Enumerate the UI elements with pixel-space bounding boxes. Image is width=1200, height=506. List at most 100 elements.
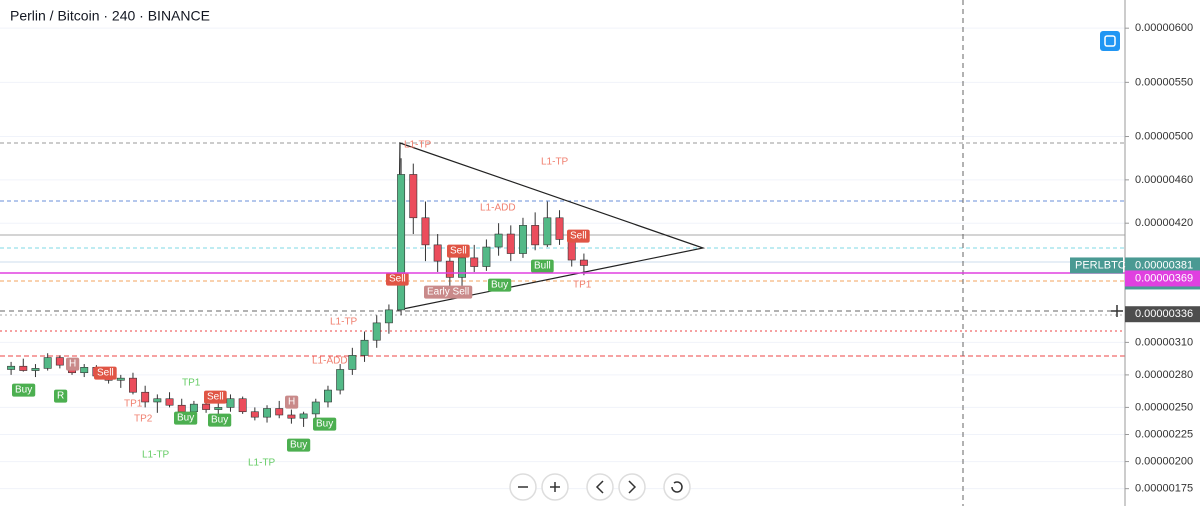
candle-body — [19, 365, 28, 371]
signal-label: TP1 — [182, 378, 201, 389]
scroll-right-button[interactable] — [618, 473, 646, 501]
candle-body — [214, 407, 223, 410]
signal-label: Early Sell — [427, 287, 469, 298]
signal-label: Sell — [389, 274, 406, 285]
candle-body — [129, 377, 137, 393]
candle-body — [31, 368, 40, 371]
candle-body — [409, 174, 418, 219]
candle-body — [153, 398, 162, 403]
signal-label: L1-TP — [142, 450, 170, 461]
signal-label: Buy — [316, 419, 333, 430]
candle-body — [189, 403, 198, 413]
candle-body — [543, 217, 552, 246]
signal-label: H — [288, 397, 295, 408]
signal-label: Bull — [534, 261, 551, 272]
y-tick-label: 0.00000280 — [1135, 369, 1193, 381]
candle-body — [433, 244, 442, 262]
y-axis: 0.00000600 0.00000550 0.00000500 0.00000460… — [1125, 22, 1193, 495]
y-tick-label: 0.00000310 — [1135, 336, 1193, 348]
candles — [7, 158, 588, 427]
candle-body — [421, 217, 430, 246]
signal-label: Buy — [290, 440, 307, 451]
signal-box — [531, 259, 554, 273]
y-tick-label: 0.00000250 — [1135, 401, 1193, 413]
signal-label: Buy — [177, 413, 194, 424]
toolbar — [509, 31, 1123, 501]
signal-box — [488, 278, 512, 292]
candle-body — [226, 398, 235, 408]
candle-body — [299, 413, 308, 419]
candle-body — [165, 398, 174, 406]
candle-body — [519, 225, 527, 254]
candle-body — [238, 398, 247, 413]
price-tag-label: 0.00000336 — [1135, 308, 1193, 320]
signal-box — [285, 395, 299, 409]
icon — [1104, 35, 1116, 47]
candle-body — [372, 322, 381, 341]
chart-title: Perlin / Bitcoin · 240 · BINANCE — [10, 8, 210, 24]
price-scale — [1125, 0, 1200, 506]
candle-body — [141, 391, 150, 403]
y-tick-label: 0.00000175 — [1135, 483, 1193, 495]
candle-body — [80, 367, 89, 374]
signal-box — [54, 389, 68, 403]
y-tick-label: 0.00000225 — [1135, 428, 1193, 440]
candle-body — [287, 414, 296, 419]
signal-box — [204, 390, 227, 404]
signal-box — [567, 229, 590, 243]
candle-body — [445, 260, 454, 278]
settings-button[interactable] — [1100, 31, 1120, 51]
icon — [628, 480, 637, 494]
price-tag — [1125, 306, 1200, 323]
symbol-tag-label: PERLBTC — [1075, 259, 1126, 271]
price-tag — [1125, 257, 1200, 274]
scroll-left-button[interactable] — [586, 473, 614, 501]
signal-label: L1-ADD — [480, 203, 516, 214]
candle-body — [311, 401, 320, 415]
candle-body — [250, 411, 259, 418]
signal-label: TP2 — [134, 414, 153, 425]
signal-box — [66, 357, 80, 371]
signal-label: H — [69, 359, 76, 370]
candle-body — [470, 257, 479, 267]
y-tick-label: 0.00000200 — [1135, 455, 1193, 467]
candle-body — [116, 377, 125, 381]
signal-box — [12, 383, 36, 397]
reset-button[interactable] — [663, 473, 691, 501]
signal-label: R — [57, 391, 64, 402]
candle-body — [458, 257, 466, 278]
candle-body — [202, 403, 211, 410]
signal-label: Sell — [570, 231, 587, 242]
candle-body — [263, 408, 271, 418]
candle-body — [348, 355, 357, 370]
signal-label: Sell — [97, 368, 114, 379]
signal-box — [287, 438, 311, 452]
y-tick-label: 0.00000500 — [1135, 130, 1193, 142]
signal-label: TP1 — [573, 280, 592, 291]
signal-label: Sell — [207, 392, 224, 403]
candle-body — [494, 233, 503, 248]
candle-body — [275, 408, 284, 416]
candle-body — [531, 225, 540, 246]
signal-box — [94, 366, 117, 380]
price-tags: 0.00000381PERLBTC01:45:210.000003690.000… — [1070, 257, 1200, 323]
candle-body — [336, 369, 345, 391]
signal-box — [174, 411, 198, 425]
signal-label: Buy — [211, 415, 228, 426]
candle-body — [555, 217, 564, 240]
symbol-tag — [1070, 257, 1123, 274]
y-tick-label: 0.00000600 — [1135, 22, 1193, 34]
candle-body — [360, 339, 369, 356]
icon — [671, 481, 683, 493]
candle-body — [579, 259, 588, 266]
icon — [595, 480, 604, 494]
y-tick-label: 0.00000420 — [1135, 217, 1193, 229]
signal-label: L1-TP — [330, 317, 358, 328]
signal-label: L1-ADD — [312, 356, 348, 367]
price-tag-label: 0.00000369 — [1135, 272, 1193, 284]
signal-box — [424, 285, 473, 299]
candle-body — [55, 357, 64, 366]
